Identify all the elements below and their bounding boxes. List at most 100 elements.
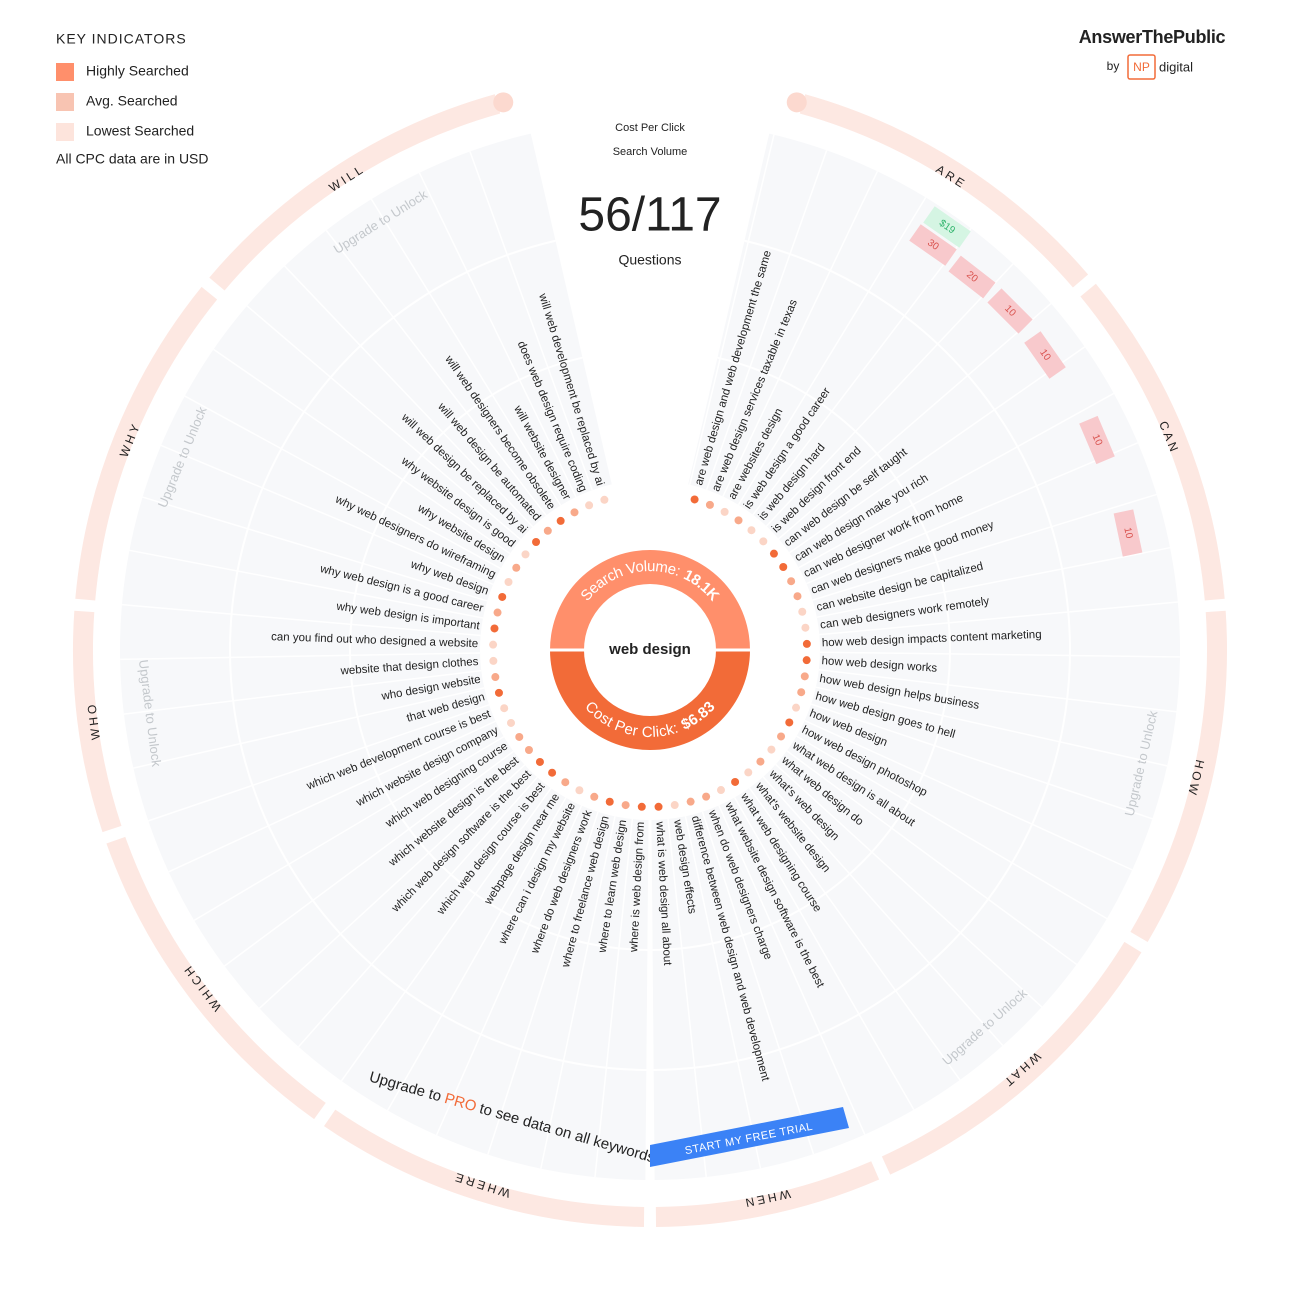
metric-badge: 10 [1113, 509, 1143, 557]
cell-divider [160, 444, 494, 586]
volume-dot [535, 757, 544, 766]
volume-dot [787, 577, 796, 586]
trial-button[interactable] [650, 1107, 849, 1167]
volume-dot [590, 792, 599, 801]
cell-divider [246, 305, 522, 541]
legend-title: KEY INDICATORS [56, 31, 187, 47]
section-arc [75, 286, 218, 601]
volume-dot [570, 508, 579, 517]
cell-divider [762, 776, 1004, 1047]
volume-dot [744, 768, 753, 777]
volume-dot [793, 592, 802, 601]
wheel-background [73, 92, 1228, 1227]
volume-dot [802, 639, 811, 648]
volume-dot [779, 562, 788, 571]
volume-dot [489, 640, 498, 649]
header-cpc-label: Cost Per Click [615, 122, 685, 134]
cell-divider [168, 720, 496, 873]
cell-divider [701, 811, 815, 1155]
cell-divider [386, 797, 567, 1111]
cell-divider [737, 196, 927, 506]
brand-logo: NP [1133, 60, 1150, 74]
badge-label: 10 [1121, 526, 1134, 540]
section-arc [1080, 283, 1225, 601]
cell-divider [258, 764, 526, 1009]
volume-dot [785, 718, 794, 727]
volume-dot [504, 577, 513, 586]
cell-divider [815, 686, 1168, 767]
cell-divider [722, 170, 879, 497]
brand-logo-box [1127, 54, 1156, 80]
badge-box [948, 255, 996, 299]
legend-swatch [56, 123, 74, 141]
badge-box [1079, 415, 1115, 465]
volume-dot [494, 688, 503, 697]
volume-dot [734, 516, 743, 525]
volume-dot [716, 786, 725, 795]
cell-divider [297, 776, 538, 1048]
volume-dot [515, 732, 524, 741]
volume-dot [686, 797, 695, 806]
volume-dot [670, 801, 679, 810]
cell-divider [798, 392, 1115, 569]
badge-box [909, 224, 957, 266]
badge-label: 10 [1090, 433, 1105, 448]
volume-dot [767, 745, 776, 754]
volume-dot [561, 778, 570, 787]
volume-dot [777, 732, 786, 741]
volume-dot [798, 607, 807, 616]
volume-dot [521, 550, 530, 559]
volume-dot [605, 797, 614, 806]
center-volume-arc [550, 550, 750, 650]
volume-dot [756, 757, 765, 766]
metric-badge: 10 [987, 288, 1033, 334]
section-arc [881, 941, 1142, 1175]
volume-dot [512, 563, 521, 572]
section-arc [655, 1161, 880, 1227]
section-arc [324, 1109, 645, 1227]
cell-divider [816, 546, 1171, 618]
cell-divider [487, 811, 599, 1155]
volume-dot [792, 703, 801, 712]
center-cpc-arc [550, 650, 750, 750]
volume-dot [705, 500, 714, 509]
ring-cap [786, 92, 807, 113]
cell-divider [142, 496, 488, 602]
section-arc [1130, 610, 1228, 942]
volume-dot [543, 526, 552, 535]
metric-badge: 30 [909, 224, 957, 266]
cell-divider [810, 703, 1153, 820]
legend-swatch [56, 93, 74, 111]
cell-divider [325, 229, 547, 516]
cell-divider [684, 816, 762, 1169]
volume-dot [498, 592, 507, 601]
volume-dot [797, 688, 806, 697]
metric-badge: 10 [1024, 331, 1066, 379]
legend-label: Highly Searched [86, 63, 189, 79]
legend-label: Lowest Searched [86, 123, 194, 139]
volume-dot [524, 745, 533, 754]
cell-divider [804, 719, 1133, 871]
legend-label: Avg. Searched [86, 93, 178, 109]
cell-divider [224, 750, 514, 967]
cell-divider [775, 763, 1043, 1008]
brand-by: by [1107, 59, 1120, 73]
volume-dot [621, 801, 630, 810]
question-count-label: Questions [618, 252, 681, 268]
volume-dot [585, 501, 594, 510]
volume-dot [720, 507, 729, 516]
cell-divider [812, 493, 1157, 601]
cell-divider [469, 151, 593, 491]
volume-dot [489, 656, 498, 665]
cell-divider [733, 797, 915, 1111]
cell-divider [540, 816, 616, 1169]
volume-dot [690, 495, 699, 504]
volume-dot [801, 623, 810, 632]
volume-dot [731, 777, 740, 786]
volume-dot [702, 792, 711, 801]
cell-divider [789, 346, 1086, 554]
metric-badge: $19 [923, 206, 971, 248]
cell-divider [796, 735, 1108, 920]
badge-box [1113, 509, 1143, 557]
